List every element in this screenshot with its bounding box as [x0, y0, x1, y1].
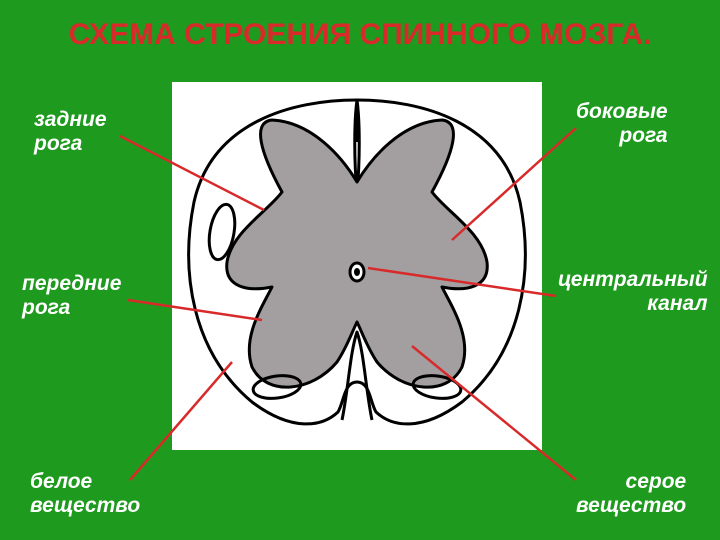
label-white-matter: белое вещество [30, 470, 140, 518]
label-gray-matter: серое вещество [576, 470, 686, 518]
label-anterior-horns: передние рога [22, 272, 121, 320]
label-lateral-horns: боковые рога [576, 100, 668, 148]
slide: СХЕМА СТРОЕНИЯ СПИННОГО МОЗГА. задние ро… [0, 0, 720, 540]
label-posterior-horns: задние рога [34, 108, 107, 156]
label-central-canal: центральный канал [558, 268, 708, 316]
